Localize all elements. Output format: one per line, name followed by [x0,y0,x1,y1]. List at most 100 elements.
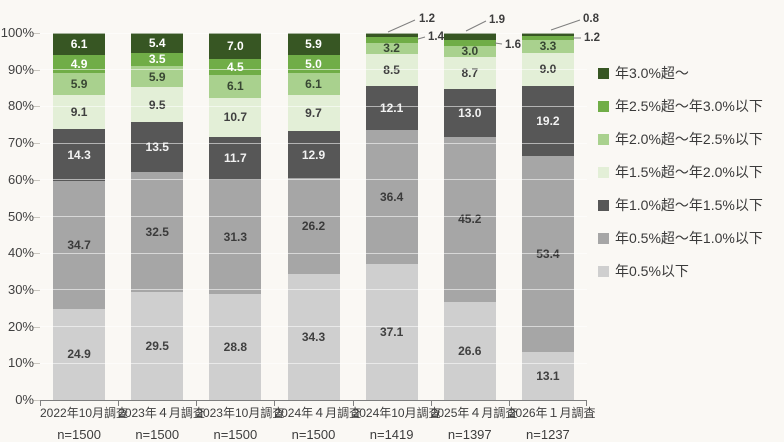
segment-value-label: 10.7 [223,110,248,125]
segment-value-label: 6.1 [70,37,88,52]
segment-value-label: 32.5 [145,224,169,239]
legend-swatch [598,166,609,178]
sample-size-label: n=1500 [291,427,336,442]
segment-value-label: 3.3 [539,39,557,54]
segment-value-label: 9.0 [539,62,557,76]
y-axis-tick [33,33,40,34]
bar-segment: 5.9 [131,65,184,88]
legend-item: 年2.5%超〜年3.0%以下 [598,96,763,116]
bar-segment: 10.7 [209,97,262,137]
legend: 年3.0%超〜年2.5%超〜年3.0%以下 年2.0%超〜年2.5%以下 年1.5%… [598,63,763,294]
gridline [40,289,587,291]
bar-segment: 3.5 [131,52,184,66]
callout-value-label: 1.6 [505,39,521,51]
bar-segment: 5.9 [53,73,106,96]
segment-value-label: 19.2 [536,113,560,128]
bar-segment: 9.0 [521,52,574,86]
y-axis-label: 30% [7,281,34,297]
legend-label: 年3.0%超〜 [615,65,689,81]
legend-label: 年1.0%超〜年1.5%以下 [615,197,763,213]
bar-segment: 4.9 [53,55,106,74]
bar-segment: 3.3 [521,39,574,54]
bar-segment: 13.1 [521,351,574,400]
bar-segment: 6.1 [209,75,262,98]
x-axis-tick [430,401,432,406]
gridline [40,252,587,254]
bar-segment: 45.2 [443,136,496,303]
y-axis-tick [33,363,40,365]
y-axis-label: 10% [7,355,34,371]
survey-date-label: 2025年４月調査 [430,406,518,420]
callout-line [387,19,416,33]
y-axis-tick [33,106,40,108]
y-axis-label: 70% [7,135,34,151]
legend-label: 年2.5%超〜年3.0%以下 [615,98,763,114]
x-axis-tick [586,401,587,406]
survey-date-label: 2026年１月調査 [508,406,596,420]
bar-segment: 7.0 [209,33,262,59]
bar-segment: 14.3 [53,128,106,182]
bar-column: 26.6 45.2 13.0 8.7 3.0 [443,33,496,400]
segment-value-label: 13.1 [536,368,560,383]
segment-value-label: 14.3 [67,147,91,162]
legend-label: 年1.5%超〜年2.0%以下 [615,164,763,180]
gridline [40,105,587,107]
survey-date-label: 2023年４月調査 [118,406,205,420]
segment-value-label: 37.1 [379,324,404,339]
legend-swatch [598,232,609,244]
bar-segment: 9.1 [53,95,106,129]
chart-plot-area: 24.9 34.7 14.3 9.1 5.9 4.9 6.1 2022年10月調査 n=1500… [33,32,596,442]
segment-value-label: 36.4 [379,189,404,204]
gridline [40,142,587,144]
callout-value-label: 1.4 [428,31,444,43]
segment-value-label: 31.3 [223,230,248,245]
segment-value-label: 9.1 [70,104,88,119]
sample-size-label: n=1500 [135,427,180,442]
y-axis-tick [33,326,40,328]
segment-value-label: 6.1 [227,79,244,94]
bar-segment [365,33,418,38]
segment-value-label: 3.2 [383,41,400,56]
segment-value-label: 29.5 [145,338,169,353]
callout-value-label: 0.8 [583,13,599,25]
x-axis-label: 2024年10月調査 n=1419 [353,404,441,442]
y-axis-label: 80% [7,98,34,114]
segment-value-label: 9.5 [149,99,166,111]
legend-label: 年0.5%超〜年1.0%以下 [615,230,763,246]
x-axis-label: 2024年４月調査 n=1500 [274,404,361,442]
bar-segment: 12.1 [365,85,418,130]
legend-label: 年2.0%超〜年2.5%以下 [615,131,763,147]
x-axis-tick [196,401,198,406]
x-axis-tick [508,401,510,406]
y-axis-tick [33,216,40,218]
bar-segment: 6.1 [53,33,106,56]
y-axis-tick [33,69,40,71]
bar-segment: 34.3 [287,274,340,400]
bar-column: 28.8 31.3 11.7 10.7 6.1 4.5 7.0 [209,33,262,400]
segment-value-label: 5.4 [148,36,166,50]
segment-value-label: 11.7 [223,151,247,166]
bar-segment: 3.0 [443,45,496,57]
bar-segment: 19.2 [521,85,574,156]
bar-segment [521,36,574,41]
bar-segment: 11.7 [209,136,262,180]
legend-swatch [598,133,609,145]
bar-segment: 6.1 [287,73,340,96]
bar-segment: 26.2 [287,178,340,275]
bar-segment: 32.5 [131,172,184,292]
survey-date-label: 2023年10月調査 [196,406,285,420]
sample-size-label: n=1237 [526,427,570,442]
y-axis-tick [33,400,40,401]
legend-item: 年0.5%超〜年1.0%以下 [598,228,763,248]
sample-size-label: n=1500 [57,427,101,442]
bar-segment: 36.4 [365,130,418,264]
bar-column: 13.1 53.4 19.2 9.0 3.3 [521,33,574,400]
x-axis-label: 2023年４月調査 n=1500 [118,404,205,442]
bar-segment: 4.5 [209,58,262,76]
segment-value-label: 4.9 [70,57,88,72]
segment-value-label: 13.5 [145,140,169,155]
callout-line [550,19,581,31]
y-axis-tick [33,179,40,181]
segment-value-label: 5.0 [305,56,322,71]
segment-value-label: 4.5 [227,59,244,74]
